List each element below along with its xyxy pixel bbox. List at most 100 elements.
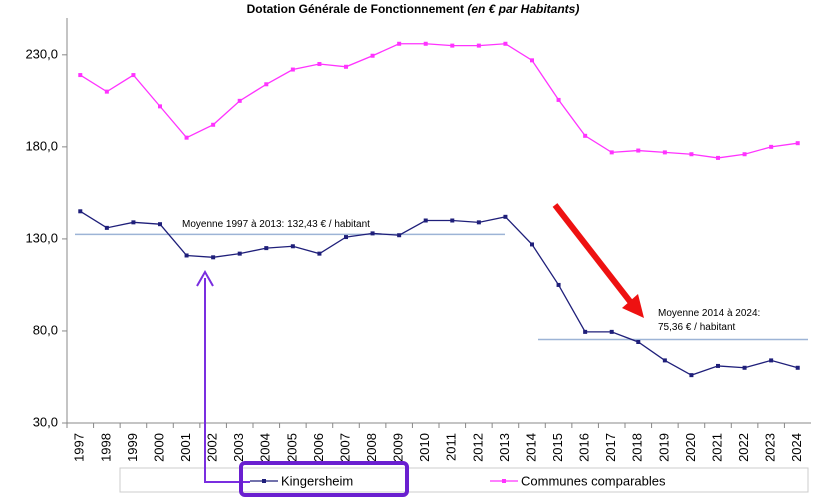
x-tick-label: 2022 — [736, 433, 751, 462]
point — [78, 73, 83, 78]
point — [609, 150, 614, 155]
x-tick-label: 2009 — [391, 433, 406, 462]
point — [450, 43, 455, 48]
x-tick-label: 1998 — [98, 433, 113, 462]
legend-box — [119, 467, 809, 493]
point — [583, 133, 588, 138]
x-tick-label: 2014 — [523, 433, 538, 462]
red-arrow — [552, 203, 635, 306]
red-arrow-head — [622, 294, 644, 318]
point — [158, 104, 162, 109]
point — [795, 141, 800, 146]
y-tick-label: 30,0 — [33, 414, 58, 429]
x-tick-label: 2018 — [630, 433, 645, 462]
point — [742, 152, 747, 157]
x-tick-label: 2011 — [444, 433, 459, 461]
point — [184, 253, 189, 258]
x-tick-label: 1997 — [72, 433, 87, 462]
x-tick-label: 2023 — [763, 433, 778, 462]
point — [344, 235, 348, 240]
x-tick-label: 2017 — [603, 433, 618, 462]
point — [609, 329, 614, 334]
x-tick-label: 2000 — [151, 433, 166, 462]
point — [689, 152, 694, 157]
point — [530, 58, 534, 63]
point — [503, 41, 508, 46]
point — [397, 41, 402, 46]
point — [769, 358, 774, 363]
title-emphasis: (en € par Habitants) — [467, 2, 579, 16]
legend-label: Communes comparables — [521, 473, 666, 488]
point — [769, 144, 774, 149]
legend-label: Kingersheim — [281, 473, 353, 488]
y-tick-label: 130,0 — [25, 230, 58, 245]
x-tick-label: 2012 — [470, 433, 485, 462]
x-tick-label: 2019 — [656, 433, 671, 462]
point — [476, 43, 481, 48]
purple-arrow-head — [196, 269, 214, 287]
point — [423, 218, 428, 223]
point — [662, 150, 667, 155]
x-tick-label: 2016 — [577, 433, 592, 462]
point — [583, 329, 588, 334]
x-tick-label: 2013 — [497, 433, 512, 462]
x-tick-label: 2002 — [205, 433, 220, 462]
point — [716, 363, 720, 368]
y-tick-label: 230,0 — [25, 46, 58, 61]
point — [742, 365, 747, 370]
point — [237, 98, 242, 103]
point — [264, 82, 269, 87]
point — [662, 358, 667, 363]
point — [290, 244, 295, 249]
point — [158, 222, 162, 227]
point — [423, 41, 428, 46]
average-label: 75,36 € / habitant — [658, 322, 736, 333]
point — [636, 340, 641, 344]
point — [476, 220, 481, 225]
point — [317, 251, 322, 256]
x-tick-label: 1999 — [125, 433, 140, 462]
x-tick-label: 2001 — [178, 433, 193, 462]
purple-arrow — [204, 278, 250, 483]
y-tick-label: 180,0 — [25, 138, 58, 153]
point — [636, 148, 641, 153]
x-tick-label: 2004 — [258, 433, 273, 462]
point — [689, 373, 694, 378]
point — [104, 89, 109, 94]
point — [104, 225, 109, 230]
point — [290, 67, 295, 72]
point — [184, 135, 189, 140]
x-tick-label: 2015 — [550, 433, 565, 462]
point — [237, 251, 242, 256]
point — [317, 62, 322, 67]
point — [530, 242, 534, 247]
series-line — [79, 210, 798, 376]
point — [716, 155, 720, 160]
x-tick-label: 2010 — [417, 433, 432, 462]
point — [370, 231, 375, 236]
point — [78, 209, 83, 214]
point — [370, 53, 375, 58]
x-tick-label: 2007 — [337, 433, 352, 462]
x-tick-label: 2008 — [364, 433, 379, 462]
point — [450, 218, 455, 223]
point — [397, 233, 402, 238]
x-tick-label: 2024 — [789, 433, 804, 462]
point — [503, 214, 508, 219]
point — [211, 122, 216, 127]
x-tick-label: 2020 — [683, 433, 698, 462]
x-tick-label: 2006 — [311, 433, 326, 462]
point — [344, 64, 348, 69]
point — [556, 282, 561, 287]
x-tick-label: 2003 — [231, 433, 246, 462]
average-label: Moyenne 1997 à 2013: 132,43 € / habitant — [182, 219, 370, 230]
highlight-box — [239, 461, 409, 497]
point — [131, 73, 136, 78]
point — [211, 255, 216, 260]
legend-marker — [262, 479, 266, 483]
point — [795, 365, 800, 370]
point — [131, 220, 136, 225]
series-line — [79, 43, 798, 159]
point — [556, 97, 561, 102]
